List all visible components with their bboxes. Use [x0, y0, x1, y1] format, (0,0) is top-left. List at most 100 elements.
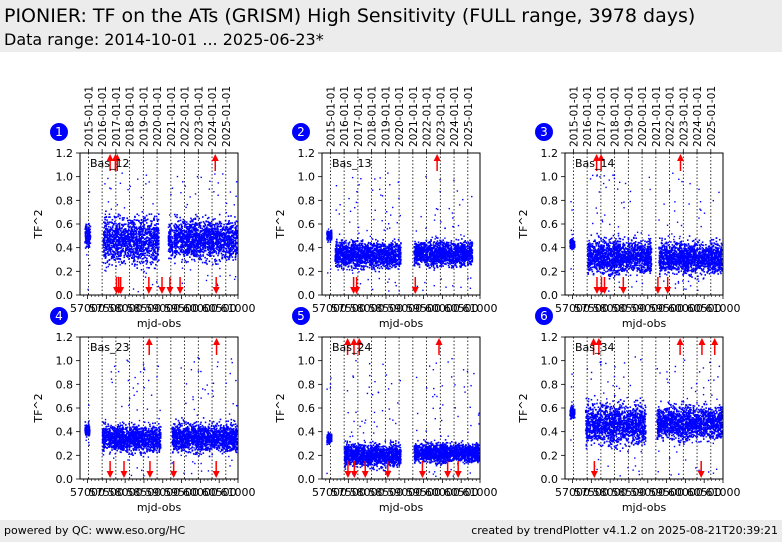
data-point	[178, 240, 180, 242]
data-point	[235, 251, 237, 253]
data-point	[326, 236, 328, 239]
data-point	[393, 253, 395, 256]
data-point	[194, 193, 197, 195]
data-point	[157, 231, 159, 233]
data-point	[234, 275, 237, 278]
data-point	[142, 250, 145, 252]
data-point	[212, 238, 215, 240]
data-point	[178, 231, 180, 234]
data-point	[188, 251, 191, 254]
data-point	[130, 246, 133, 248]
data-point	[106, 223, 108, 225]
data-point	[148, 237, 150, 240]
data-point	[202, 247, 205, 249]
data-point	[231, 234, 233, 237]
data-point	[223, 223, 225, 226]
outlier-markers	[106, 154, 220, 294]
top-date-label: 2023-01-01	[193, 86, 205, 147]
data-point	[342, 269, 345, 271]
data-point	[127, 252, 130, 255]
data-point	[192, 228, 195, 231]
data-point	[188, 235, 191, 238]
data-point	[374, 270, 377, 273]
data-point	[135, 242, 137, 244]
data-point	[221, 236, 224, 239]
data-point	[174, 215, 177, 218]
data-point	[232, 259, 234, 261]
data-point	[106, 221, 109, 224]
data-point	[175, 251, 178, 253]
data-point	[111, 218, 114, 221]
data-point	[400, 242, 402, 244]
data-point	[340, 239, 343, 242]
data-point	[144, 276, 147, 278]
data-point	[150, 213, 153, 215]
data-point	[391, 266, 393, 269]
baseline-label: Bas_12	[90, 157, 130, 170]
data-point	[87, 288, 89, 291]
data-point	[116, 258, 119, 260]
data-point	[351, 257, 353, 260]
data-point	[112, 242, 115, 245]
data-point	[191, 258, 193, 261]
data-point	[216, 222, 219, 225]
data-point	[216, 227, 218, 230]
data-point	[216, 225, 218, 227]
data-point	[209, 255, 211, 257]
data-point	[211, 263, 214, 266]
data-point	[226, 242, 229, 245]
data-point	[363, 268, 365, 271]
data-point	[84, 225, 87, 228]
data-point	[122, 260, 125, 263]
data-point	[114, 253, 117, 255]
data-point	[192, 218, 195, 220]
data-point	[382, 260, 385, 263]
data-point	[170, 240, 172, 242]
data-point	[107, 201, 110, 203]
data-point	[145, 174, 148, 176]
data-point	[181, 282, 183, 284]
data-point	[138, 214, 140, 217]
data-point	[213, 227, 216, 230]
data-point	[381, 251, 383, 253]
data-point	[234, 230, 237, 232]
data-point	[235, 237, 237, 240]
data-point	[173, 235, 176, 238]
data-point	[134, 223, 136, 226]
data-point	[212, 230, 214, 233]
data-point	[86, 235, 89, 237]
data-point	[354, 240, 357, 243]
data-point	[223, 247, 225, 249]
data-point	[178, 220, 180, 222]
data-point	[184, 238, 186, 240]
data-point	[171, 245, 174, 248]
data-point	[84, 233, 87, 235]
data-point	[157, 285, 160, 288]
data-point	[105, 266, 108, 269]
data-point	[218, 242, 221, 245]
data-point	[141, 228, 143, 230]
data-point	[204, 214, 207, 217]
data-point	[215, 238, 217, 241]
data-point	[365, 265, 367, 267]
data-point	[329, 241, 332, 244]
data-point	[228, 240, 231, 243]
data-point	[186, 238, 189, 240]
data-point	[343, 257, 346, 260]
data-point	[378, 267, 381, 270]
data-point	[146, 233, 148, 235]
data-point	[206, 236, 209, 239]
data-point	[178, 236, 180, 238]
data-point	[189, 225, 191, 227]
data-point	[123, 254, 126, 257]
data-point	[174, 262, 176, 265]
data-point	[183, 252, 186, 254]
data-point	[208, 224, 211, 226]
data-point	[207, 229, 209, 231]
data-point	[339, 244, 342, 247]
data-point	[109, 242, 111, 245]
data-point	[105, 243, 107, 246]
data-point	[204, 228, 207, 230]
data-point	[123, 240, 126, 243]
data-point	[398, 261, 400, 263]
